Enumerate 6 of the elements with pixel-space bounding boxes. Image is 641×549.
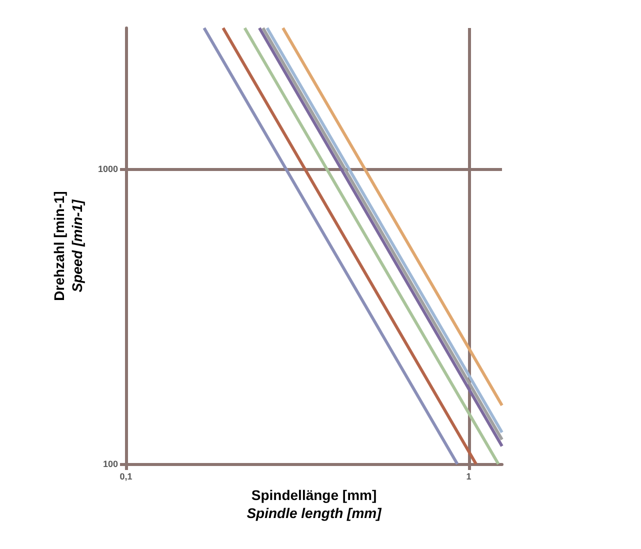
x-tick-label: 1	[466, 472, 472, 482]
y-tick-label: 100	[102, 459, 118, 469]
x-axis-title: Spindellänge [mm] Spindle length [mm]	[246, 487, 383, 521]
y-axis-title: Drehzahl [min-1] Speed [min-1]	[51, 191, 85, 301]
y-tick-label: 1000	[98, 164, 118, 174]
x-tick-label: 0,1	[120, 472, 132, 482]
